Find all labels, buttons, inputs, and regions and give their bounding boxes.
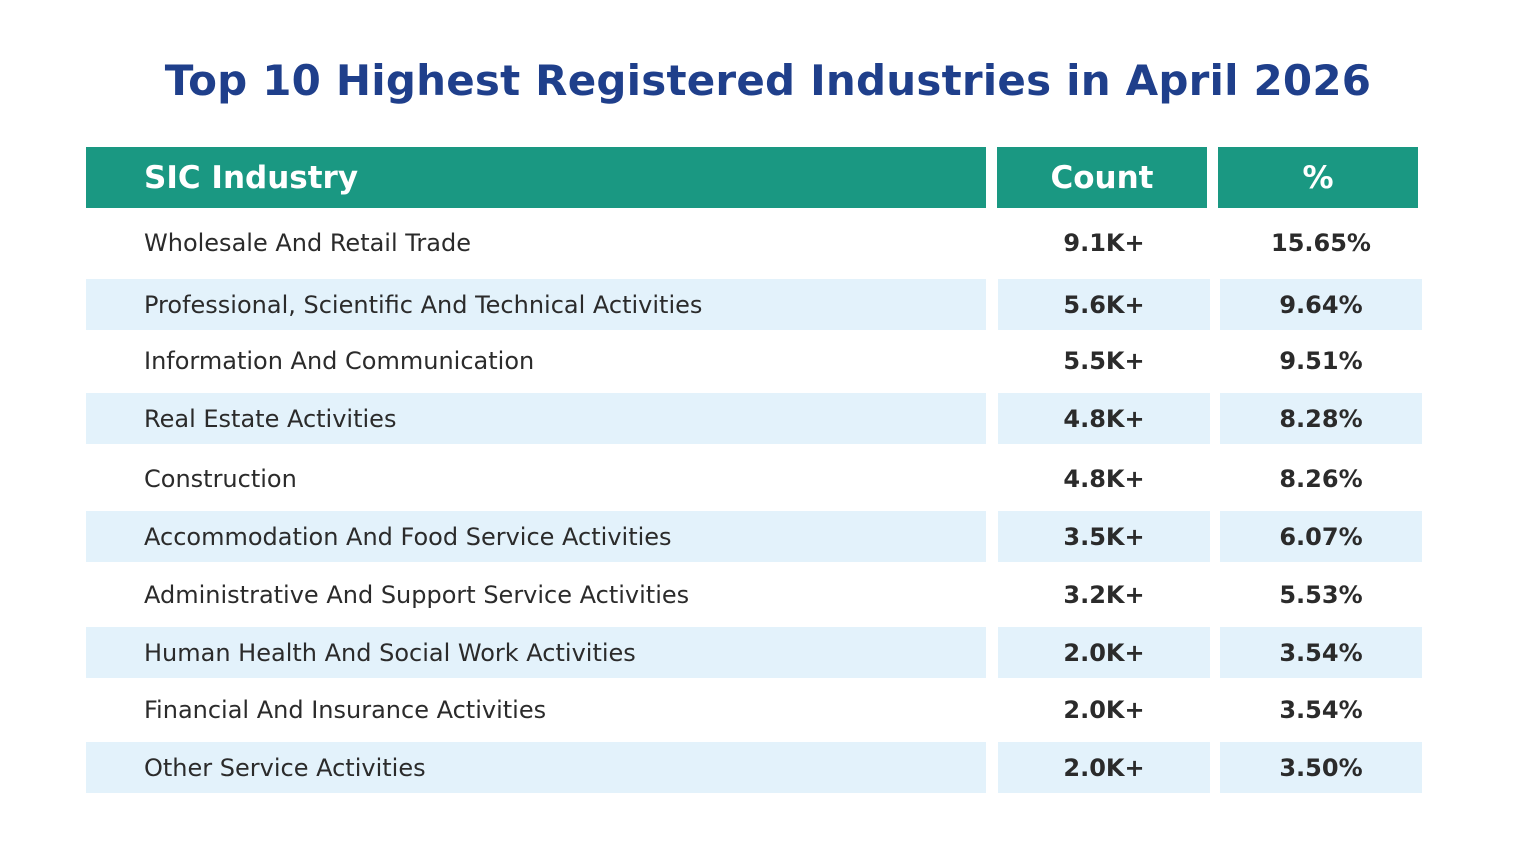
table-row-industry: Professional, Scientific And Technical A… — [86, 279, 986, 330]
table-row-industry: Financial And Insurance Activities — [144, 696, 547, 724]
table-row-count: 2.0K+ — [998, 742, 1210, 793]
table-row-industry: Construction — [144, 465, 297, 493]
page-title: Top 10 Highest Registered Industries in … — [164, 56, 1372, 105]
table-row-industry: Human Health And Social Work Activities — [86, 627, 986, 678]
table-row-percent: 3.54% — [1220, 627, 1422, 678]
header-count: Count — [997, 147, 1207, 208]
table-row-count: 4.8K+ — [1063, 465, 1145, 493]
table-row-count: 5.5K+ — [1063, 347, 1145, 375]
table-row-industry: Other Service Activities — [86, 742, 986, 793]
table-row-count: 2.0K+ — [998, 627, 1210, 678]
table-row-percent: 8.26% — [1279, 465, 1363, 493]
table-row-percent: 9.51% — [1279, 347, 1363, 375]
table-row-industry: Information And Communication — [144, 347, 535, 375]
header-percent: % — [1218, 147, 1418, 208]
table-row-percent: 6.07% — [1220, 511, 1422, 562]
table-row-percent: 15.65% — [1271, 229, 1371, 257]
header-industry: SIC Industry — [86, 147, 986, 208]
table-row-industry: Real Estate Activities — [86, 393, 986, 444]
table-row-count: 5.6K+ — [998, 279, 1210, 330]
table-row-industry: Accommodation And Food Service Activitie… — [86, 511, 986, 562]
table-row-industry: Wholesale And Retail Trade — [144, 229, 471, 257]
table-row-percent: 3.54% — [1279, 696, 1363, 724]
table-row-count: 9.1K+ — [1063, 229, 1145, 257]
table-row-industry: Administrative And Support Service Activ… — [144, 581, 690, 609]
table-row-count: 3.5K+ — [998, 511, 1210, 562]
table-row-percent: 8.28% — [1220, 393, 1422, 444]
table-row-count: 3.2K+ — [1063, 581, 1145, 609]
table-row-percent: 3.50% — [1220, 742, 1422, 793]
table-row-percent: 9.64% — [1220, 279, 1422, 330]
table-row-count: 2.0K+ — [1063, 696, 1145, 724]
table-row-percent: 5.53% — [1279, 581, 1363, 609]
table-row-count: 4.8K+ — [998, 393, 1210, 444]
